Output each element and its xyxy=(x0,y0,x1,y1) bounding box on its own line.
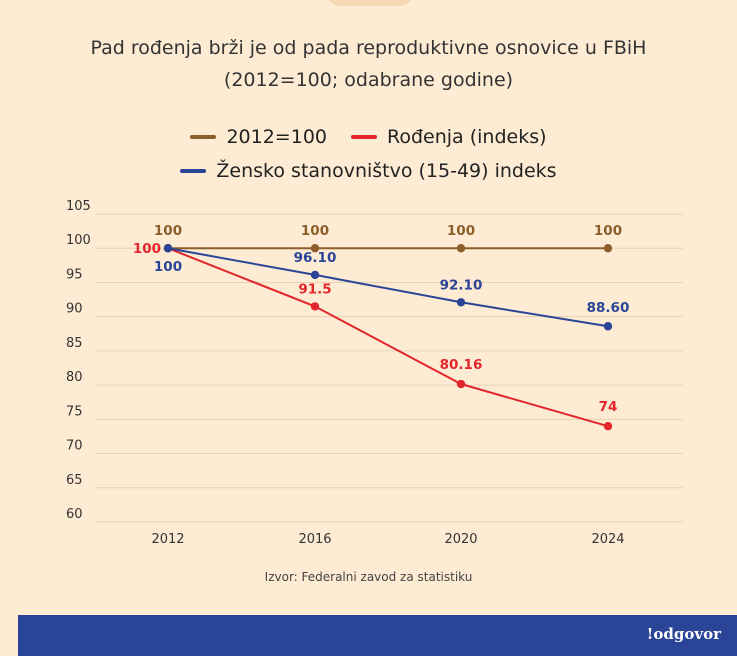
data-point xyxy=(310,302,320,311)
legend-label-baseline: 2012=100 xyxy=(226,126,327,148)
legend-item-women: Žensko stanovništvo (15-49) indeks xyxy=(180,160,557,182)
data-point xyxy=(310,270,320,280)
legend-item-baseline: 2012=100 xyxy=(190,126,327,148)
y-tick-label: 60 xyxy=(66,507,83,522)
legend: 2012=100 Rođenja (indeks) Žensko stanovn… xyxy=(0,120,737,188)
data-label: 100 xyxy=(154,223,182,239)
y-tick-label: 75 xyxy=(66,404,83,419)
source-note: Izvor: Federalni zavod za statistiku xyxy=(264,570,473,584)
top-decoration xyxy=(325,0,415,6)
y-tick-label: 105 xyxy=(66,199,91,214)
title-line-2: (2012=100; odabrane godine) xyxy=(223,69,514,91)
series-line-women xyxy=(167,247,609,328)
x-tick-label: 2020 xyxy=(444,532,477,547)
data-label: 91.5 xyxy=(298,281,331,297)
footer-bar: !odgovor xyxy=(18,615,737,656)
y-tick-label: 90 xyxy=(66,302,83,317)
data-label: 92.10 xyxy=(440,277,483,293)
line-chart: 60 65 70 75 80 85 90 95 100 105 2012 2016 2020 2024 10… xyxy=(66,199,683,547)
data-point xyxy=(603,244,613,253)
data-label: 100 xyxy=(301,223,329,239)
data-label: 88.60 xyxy=(587,300,630,316)
legend-label-women: Žensko stanovništvo (15-49) indeks xyxy=(216,160,557,182)
y-tick-label: 95 xyxy=(66,267,83,282)
data-label: 96.10 xyxy=(294,250,337,266)
title-line-1: Pad rođenja brži je od pada reproduktivn… xyxy=(90,37,647,59)
x-tick-label: 2024 xyxy=(591,532,624,547)
brand-logo: !odgovor xyxy=(646,625,721,643)
data-point xyxy=(603,322,613,331)
data-label: 100 xyxy=(447,223,475,239)
data-point xyxy=(456,298,466,307)
legend-swatch-baseline xyxy=(190,135,217,139)
data-label: 100 xyxy=(133,241,161,257)
data-label: 74 xyxy=(599,399,618,415)
data-label: 80.16 xyxy=(440,357,483,373)
data-point xyxy=(456,244,466,253)
x-tick-label: 2012 xyxy=(151,532,184,547)
data-point xyxy=(163,244,173,253)
y-tick-label: 65 xyxy=(66,473,83,488)
data-label: 100 xyxy=(154,259,182,275)
y-tick-label: 100 xyxy=(66,233,91,248)
legend-swatch-births xyxy=(351,135,377,139)
data-point xyxy=(456,379,466,389)
chart-title: Pad rođenja brži je od pada reproduktivn… xyxy=(0,32,737,96)
data-point xyxy=(603,421,613,431)
data-point xyxy=(310,244,320,253)
legend-item-births: Rođenja (indeks) xyxy=(351,126,547,148)
legend-swatch-women xyxy=(180,169,207,173)
x-tick-label: 2016 xyxy=(298,532,331,547)
data-label: 100 xyxy=(594,223,622,239)
y-tick-label: 80 xyxy=(66,370,83,385)
series-line-births xyxy=(167,247,609,428)
top-bar xyxy=(0,0,737,6)
legend-label-births: Rođenja (indeks) xyxy=(387,126,547,148)
y-tick-label: 70 xyxy=(66,439,83,454)
y-tick-label: 85 xyxy=(66,336,83,351)
